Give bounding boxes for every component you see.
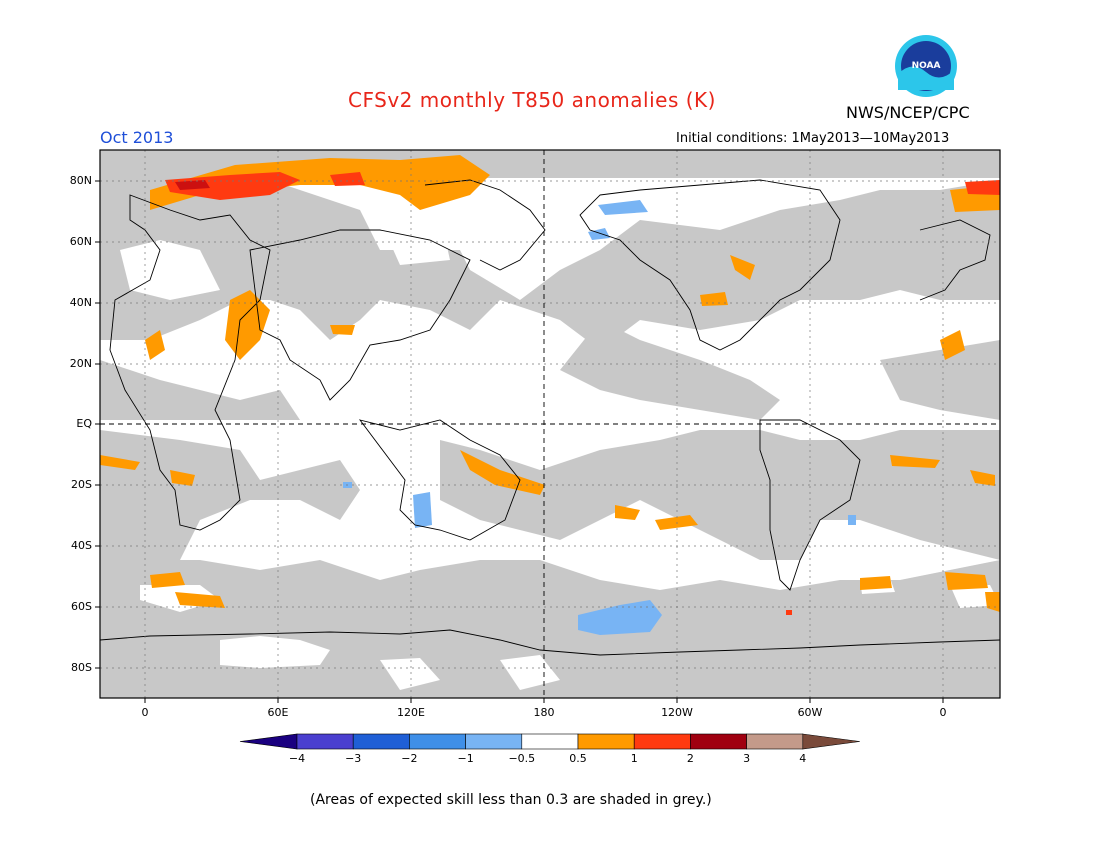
lon-label: 0	[939, 706, 947, 719]
lat-label: 80S	[71, 661, 92, 674]
colorbar-label: −1	[457, 752, 474, 765]
lat-label: 60S	[71, 600, 92, 613]
colorbar-label: 0.5	[569, 752, 587, 765]
lon-label: 60W	[797, 706, 823, 719]
cold-anomalies	[343, 200, 856, 635]
colorbar-label: 2	[686, 752, 694, 765]
lon-label: 60E	[267, 706, 289, 719]
colorbar-label: −2	[401, 752, 418, 765]
lon-label: 0	[141, 706, 149, 719]
colorbar-label: 1	[630, 752, 638, 765]
colorbar-label: −0.5	[508, 752, 536, 765]
lon-label: 120E	[397, 706, 425, 719]
skill-footnote: (Areas of expected skill less than 0.3 a…	[310, 792, 712, 808]
initial-conditions-label: Initial conditions: 1May2013—10May2013	[676, 131, 950, 146]
lon-label: 120W	[661, 706, 693, 719]
coastlines	[100, 179, 1000, 656]
axis-ticks	[95, 180, 944, 703]
lat-label: 60N	[69, 235, 92, 248]
organization-label: NWS/NCEP/CPC	[846, 103, 970, 122]
lat-label: 80N	[69, 174, 92, 187]
lat-label: 40N	[69, 296, 92, 309]
map-title: CFSv2 monthly T850 anomalies (K)	[348, 88, 716, 112]
colorbar-label: 4	[799, 752, 807, 765]
colorbar-label: 3	[743, 752, 751, 765]
lat-label: 20S	[71, 478, 92, 491]
map-shading	[100, 150, 1000, 698]
colorbar-label: −4	[288, 752, 306, 765]
lat-label: 20N	[69, 357, 92, 370]
strong-warm-anomalies	[165, 172, 1000, 615]
warm-anomalies	[100, 155, 1000, 612]
lat-label: EQ	[76, 417, 92, 430]
month-label: Oct 2013	[100, 128, 174, 147]
lon-label: 180	[533, 706, 555, 719]
lat-label: 40S	[71, 539, 92, 552]
colorbar-label: −3	[345, 752, 362, 765]
graticule	[100, 150, 1000, 698]
